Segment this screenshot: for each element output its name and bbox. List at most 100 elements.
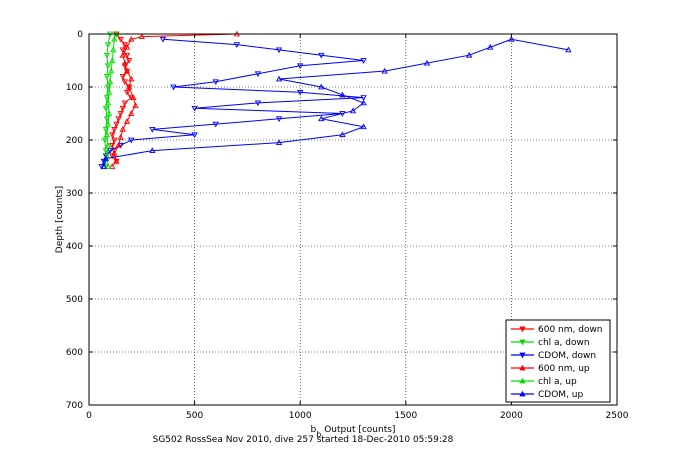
y-axis-label: Depth [counts] xyxy=(55,186,65,253)
data-point xyxy=(103,131,111,138)
legend-marker-swatch xyxy=(519,352,526,359)
x-tick-label: 2000 xyxy=(500,411,523,421)
data-point xyxy=(254,100,262,107)
data-point xyxy=(254,71,262,78)
data-point xyxy=(128,35,135,42)
data-point xyxy=(117,111,124,117)
x-tick-label: 1500 xyxy=(394,411,417,421)
data-point xyxy=(128,137,135,144)
legend-label: 600 nm, up xyxy=(538,364,590,374)
data-point xyxy=(109,57,116,63)
series-600-nm-up xyxy=(109,30,241,169)
data-point xyxy=(121,59,129,66)
data-point xyxy=(487,43,494,50)
data-point xyxy=(149,127,156,133)
data-point xyxy=(123,89,131,96)
x-axis-label: bb Output [counts] xyxy=(311,425,396,439)
data-point xyxy=(102,164,110,170)
data-point xyxy=(106,148,114,154)
data-point xyxy=(159,36,167,43)
data-point xyxy=(104,120,112,127)
legend-item: 600 nm, up xyxy=(511,364,590,374)
data-point xyxy=(149,147,156,153)
data-point xyxy=(465,51,473,58)
y-tick-label: 0 xyxy=(77,30,83,40)
data-point xyxy=(103,74,111,80)
data-point xyxy=(105,88,113,95)
legend-item: chl a, up xyxy=(511,377,577,387)
data-point xyxy=(360,58,367,64)
plot-frame xyxy=(88,33,618,406)
data-point xyxy=(123,118,131,124)
data-point xyxy=(111,127,118,133)
data-point xyxy=(117,142,124,149)
series-line xyxy=(101,38,364,167)
y-tick-label: 300 xyxy=(66,189,83,199)
data-point xyxy=(103,52,111,59)
data-point xyxy=(275,75,283,82)
legend-label: CDOM, up xyxy=(538,390,583,400)
data-point xyxy=(104,63,112,70)
data-point xyxy=(115,116,122,123)
data-point xyxy=(128,95,135,101)
legend-item: chl a, down xyxy=(511,338,590,348)
y-tick-label: 600 xyxy=(66,348,83,358)
series-line xyxy=(111,33,237,167)
y-tick-label: 700 xyxy=(66,401,83,411)
legend-box xyxy=(505,319,611,403)
legend-label: chl a, down xyxy=(538,338,590,348)
data-point xyxy=(275,47,283,54)
x-tick-label: 0 xyxy=(86,411,92,421)
data-point xyxy=(125,58,133,64)
data-point xyxy=(109,163,116,169)
tick-layer: 0 500 1000 1500 2000 2500 0 100 200 300 400 500 600 7… xyxy=(66,30,629,421)
y-tick-label: 200 xyxy=(66,136,83,146)
data-point xyxy=(191,132,198,139)
data-point xyxy=(128,110,135,116)
data-point xyxy=(110,46,117,53)
series-cdom-up xyxy=(100,35,572,169)
y-tick-label: 500 xyxy=(66,295,83,305)
data-point xyxy=(123,43,131,50)
data-point xyxy=(360,95,367,101)
data-point xyxy=(297,63,304,70)
data-point xyxy=(119,105,126,112)
legend-marker-swatch xyxy=(519,326,526,333)
data-point xyxy=(115,141,122,148)
data-point xyxy=(102,105,110,112)
data-point xyxy=(318,115,325,122)
data-point xyxy=(125,83,133,90)
data-point xyxy=(111,149,118,156)
data-point xyxy=(117,36,124,43)
data-point xyxy=(297,89,304,96)
legend-marker-swatch xyxy=(519,390,526,397)
data-point xyxy=(349,107,357,114)
data-point xyxy=(109,132,116,139)
x-tick-label: 2500 xyxy=(606,411,629,421)
data-point xyxy=(119,74,126,80)
legend-item: 600 nm, down xyxy=(511,325,603,335)
legend-label: CDOM, down xyxy=(538,351,596,361)
legend-label: chl a, up xyxy=(538,377,577,387)
data-point xyxy=(128,75,135,82)
x-tick-label: 500 xyxy=(186,411,203,421)
data-point xyxy=(101,137,109,144)
x-tick-label: 1000 xyxy=(289,411,312,421)
data-point xyxy=(275,139,283,146)
data-point xyxy=(108,67,115,74)
data-point xyxy=(98,164,105,170)
data-point xyxy=(119,126,126,132)
series-chl-a-up xyxy=(103,30,120,169)
y-tick-label: 400 xyxy=(66,242,83,252)
data-point xyxy=(100,163,107,169)
data-point xyxy=(565,46,572,53)
series-line xyxy=(111,33,132,162)
y-tick-label: 100 xyxy=(66,83,83,93)
data-point xyxy=(105,110,113,116)
data-point xyxy=(104,42,112,48)
data-point xyxy=(111,35,118,42)
series-line xyxy=(103,38,569,167)
legend-label: 600 nm, down xyxy=(538,325,603,335)
data-point xyxy=(102,155,110,161)
